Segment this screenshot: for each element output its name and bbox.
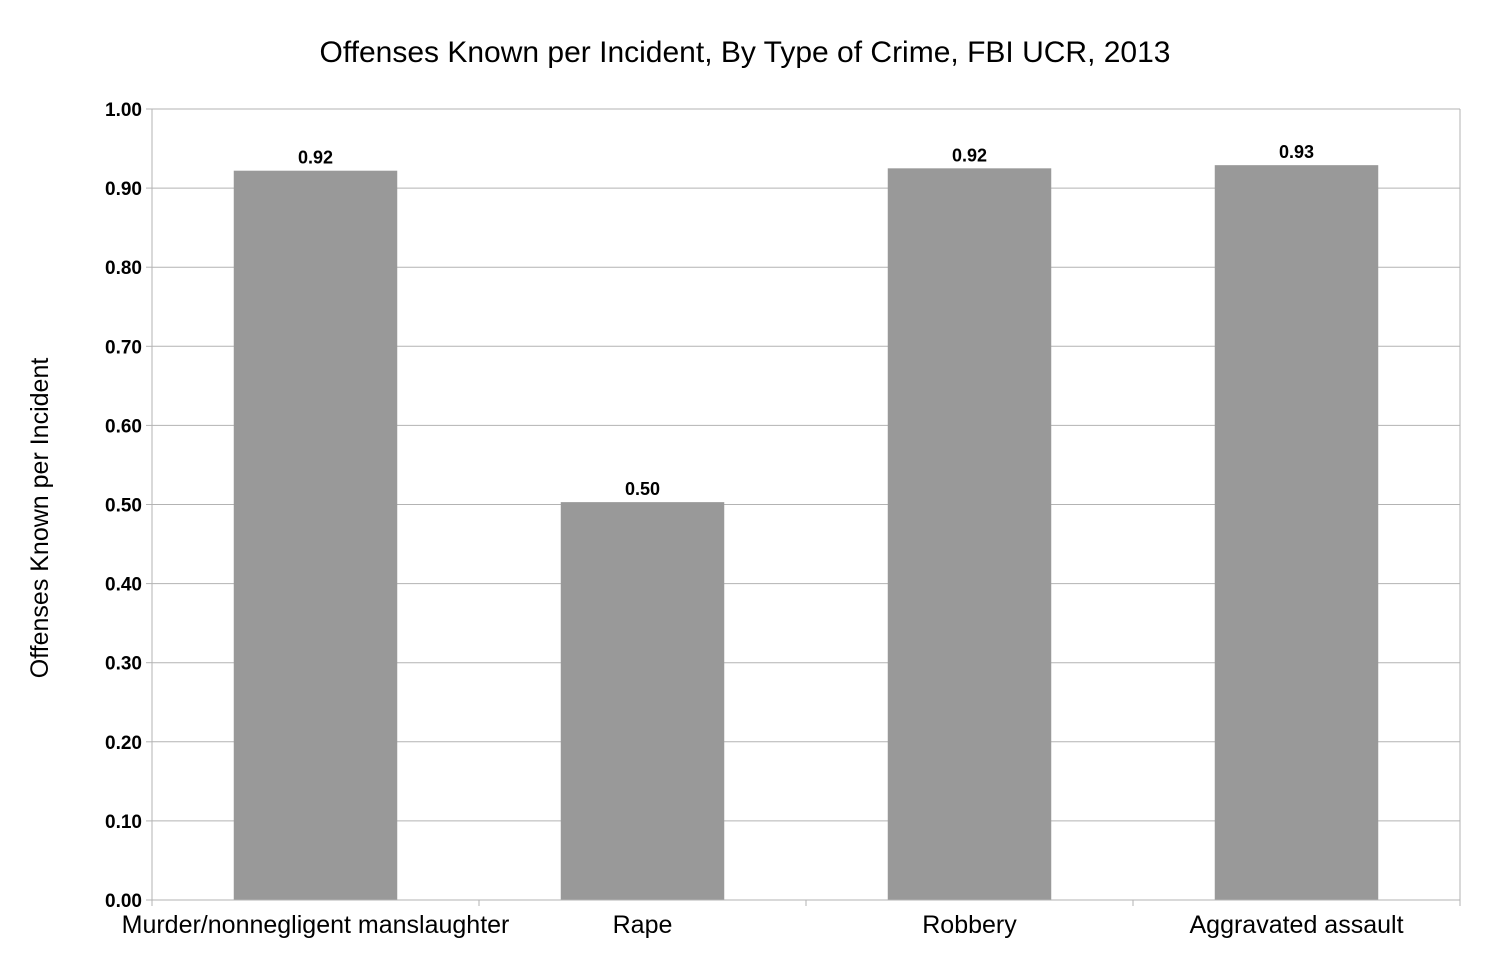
bar [233, 170, 398, 900]
y-tick-label: 0.80 [105, 258, 142, 279]
y-tick-label: 0.10 [105, 812, 142, 833]
chart-title: Offenses Known per Incident, By Type of … [320, 36, 1171, 69]
y-axis-ticks: 0.00 0.10 0.20 0.30 0.40 0.50 0.60 0.70 0.80 0.90… [105, 100, 152, 912]
data-labels: 0.92 0.50 0.92 0.93 [298, 142, 1314, 499]
axes [151, 109, 1461, 906]
y-tick-label: 0.60 [105, 416, 142, 437]
y-tick-label: 0.40 [105, 575, 142, 596]
y-tick-label: 0.70 [105, 337, 142, 358]
x-tick-label: Murder/nonnegligent manslaughter [122, 911, 510, 939]
data-label: 0.92 [952, 145, 987, 165]
bar [560, 502, 725, 900]
y-tick-label: 0.00 [105, 891, 142, 912]
bar [887, 168, 1052, 900]
y-tick-label: 0.90 [105, 179, 142, 200]
y-tick-label: 0.50 [105, 496, 142, 517]
x-tick-label: Aggravated assault [1189, 911, 1403, 939]
bars [233, 165, 1379, 900]
y-axis-label: Offenses Known per Incident [26, 358, 54, 679]
data-label: 0.93 [1279, 142, 1314, 162]
x-axis-ticks: Murder/nonnegligent manslaughter Rape Robb… [122, 911, 1404, 939]
x-tick-label: Robbery [922, 911, 1017, 939]
x-tick-label: Rape [613, 911, 673, 939]
data-label: 0.92 [298, 148, 333, 168]
y-tick-label: 1.00 [105, 100, 142, 121]
data-label: 0.50 [625, 479, 660, 499]
bar [1214, 165, 1379, 900]
y-tick-label: 0.20 [105, 733, 142, 754]
y-tick-label: 0.30 [105, 654, 142, 675]
